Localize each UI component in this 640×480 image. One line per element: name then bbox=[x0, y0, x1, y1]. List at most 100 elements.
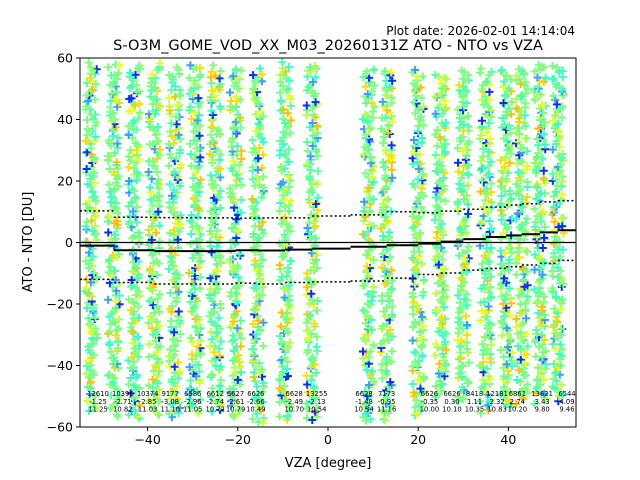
scatter-point bbox=[431, 92, 440, 101]
scatter-point bbox=[113, 88, 122, 97]
scatter-point bbox=[249, 84, 258, 93]
scatter-point bbox=[455, 298, 464, 307]
scatter-point bbox=[480, 297, 489, 306]
scatter-point bbox=[533, 82, 542, 91]
scatter-point bbox=[279, 313, 288, 322]
scatter-point bbox=[549, 359, 558, 368]
scatter-point bbox=[409, 298, 418, 307]
stats-annotation-line: 4.09 bbox=[559, 398, 574, 406]
scatter-point bbox=[484, 196, 493, 205]
scatter-point bbox=[190, 284, 199, 293]
scatter-point bbox=[104, 371, 113, 380]
scatter-point bbox=[303, 380, 312, 389]
scatter-point bbox=[125, 295, 134, 304]
scatter-point bbox=[215, 233, 224, 242]
scatter-point bbox=[86, 319, 95, 328]
scatter-point bbox=[216, 337, 225, 346]
scatter-point bbox=[518, 319, 527, 328]
scatter-point bbox=[440, 372, 449, 381]
scatter-point bbox=[476, 409, 485, 418]
scatter-point bbox=[552, 187, 561, 196]
scatter-point bbox=[485, 95, 494, 104]
scatter-point bbox=[105, 164, 114, 173]
scatter-point bbox=[419, 275, 428, 284]
scatter-point bbox=[168, 387, 177, 396]
scatter-point bbox=[226, 88, 235, 97]
scatter-point bbox=[311, 199, 320, 208]
scatter-point bbox=[104, 295, 113, 304]
scatter-point bbox=[104, 136, 113, 145]
scatter-point bbox=[192, 144, 201, 153]
scatter-point bbox=[517, 290, 526, 299]
scatter-point bbox=[155, 307, 164, 316]
scatter-point bbox=[107, 89, 116, 98]
scatter-point bbox=[487, 179, 496, 188]
scatter-point bbox=[165, 71, 174, 80]
scatter-point bbox=[533, 163, 542, 172]
stats-annotation-line: 12610 bbox=[87, 390, 109, 398]
scatter-point bbox=[516, 285, 525, 294]
scatter-point bbox=[541, 73, 550, 82]
scatter-point bbox=[462, 191, 471, 200]
stats-annotation-line: 6628 bbox=[286, 390, 303, 398]
scatter-point bbox=[312, 121, 321, 130]
scatter-point bbox=[482, 364, 491, 373]
scatter-point bbox=[188, 338, 197, 347]
scatter-point bbox=[310, 360, 319, 369]
scatter-point bbox=[145, 207, 154, 216]
scatter-point bbox=[250, 222, 259, 231]
scatter-point bbox=[233, 324, 242, 333]
scatter-point bbox=[557, 380, 566, 389]
scatter-point bbox=[411, 317, 420, 326]
scatter-point bbox=[432, 289, 441, 298]
scatter-point bbox=[549, 202, 558, 211]
scatter-point bbox=[477, 307, 486, 316]
scatter-point bbox=[91, 404, 100, 413]
scatter-point bbox=[153, 294, 162, 303]
scatter-point bbox=[475, 397, 484, 406]
scatter-point bbox=[259, 172, 268, 181]
scatter-point bbox=[190, 151, 199, 160]
scatter-point bbox=[280, 150, 289, 159]
scatter-point bbox=[208, 111, 217, 120]
scatter-point bbox=[169, 276, 178, 285]
scatter-point bbox=[305, 299, 314, 308]
scatter-point bbox=[416, 83, 425, 92]
scatter-point bbox=[517, 328, 526, 337]
scatter-point bbox=[485, 248, 494, 257]
scatter-point bbox=[530, 204, 539, 213]
scatter-point bbox=[253, 73, 262, 82]
scatter-point bbox=[458, 249, 467, 258]
scatter-point bbox=[438, 281, 447, 290]
scatter-point bbox=[284, 145, 293, 154]
scatter-point bbox=[554, 273, 563, 282]
scatter-point bbox=[233, 73, 242, 82]
scatter-point bbox=[216, 186, 225, 195]
scatter-point bbox=[386, 325, 395, 334]
scatter-column bbox=[548, 61, 568, 406]
scatter-point bbox=[133, 168, 142, 177]
scatter-point bbox=[541, 394, 550, 403]
scatter-point bbox=[227, 246, 236, 255]
scatter-column bbox=[358, 65, 379, 425]
scatter-point bbox=[173, 311, 182, 320]
scatter-point bbox=[520, 119, 529, 128]
scatter-point bbox=[376, 224, 385, 233]
scatter-point bbox=[126, 363, 135, 372]
scatter-point bbox=[249, 210, 258, 219]
scatter-point bbox=[84, 58, 93, 67]
scatter-point bbox=[551, 232, 560, 241]
scatter-point bbox=[487, 188, 496, 197]
scatter-point bbox=[366, 347, 375, 356]
scatter-point bbox=[231, 92, 240, 101]
scatter-point bbox=[275, 261, 284, 270]
scatter-point bbox=[83, 116, 92, 125]
scatter-point bbox=[523, 380, 532, 389]
scatter-point bbox=[454, 158, 463, 167]
scatter-point bbox=[190, 108, 199, 117]
scatter-point bbox=[512, 254, 521, 263]
scatter-point bbox=[558, 345, 567, 354]
scatter-point bbox=[196, 336, 205, 345]
